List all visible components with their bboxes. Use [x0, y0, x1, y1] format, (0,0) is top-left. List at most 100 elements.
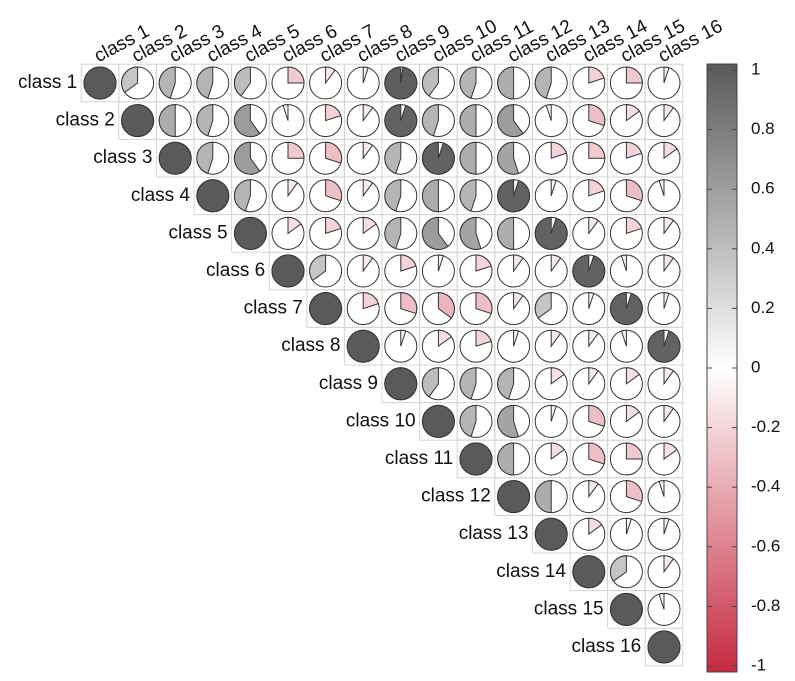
pie-sector	[233, 66, 251, 97]
pie-sector	[497, 141, 520, 175]
pie-sector	[233, 216, 267, 250]
pie-sector	[663, 367, 675, 386]
pie-sector	[384, 216, 402, 250]
pie-sector	[550, 179, 557, 196]
pie-sector	[625, 442, 643, 460]
pie-sector	[346, 329, 380, 363]
pie-sector	[459, 141, 477, 175]
grid-cell	[644, 627, 684, 667]
pie-sector	[421, 66, 439, 97]
colorbar-tick-label: -0.8	[751, 596, 780, 615]
pie-sector	[158, 104, 176, 138]
pie-sector	[550, 404, 557, 422]
pie-sector	[309, 292, 343, 326]
pie-sector	[497, 404, 520, 438]
pie-sector	[513, 254, 524, 273]
row-label: class 4	[131, 185, 191, 206]
pie-sector	[384, 179, 402, 212]
pie-sector	[459, 404, 477, 438]
pie-sector	[625, 216, 643, 235]
pie-sector	[459, 216, 482, 250]
pie-sector	[459, 104, 477, 138]
pie-sector	[325, 216, 342, 235]
pie-sector	[196, 179, 230, 213]
pie-sector	[588, 141, 606, 159]
pie-sector	[362, 66, 369, 84]
pie-sector	[83, 66, 117, 100]
row-label: class 2	[56, 110, 115, 131]
pie-sector	[625, 179, 643, 202]
pie-sector	[609, 592, 643, 626]
pie-sector	[550, 367, 565, 385]
pie-sector	[362, 141, 374, 160]
pie-sector	[421, 141, 455, 175]
pie-sector	[588, 329, 599, 348]
pie-sector	[658, 592, 665, 610]
pie-sector	[287, 66, 305, 84]
pie-sector	[459, 367, 477, 400]
pie-sector	[534, 292, 552, 319]
row-label: class 13	[459, 523, 529, 544]
pie-sector	[362, 254, 374, 273]
pie-sector	[497, 442, 515, 476]
pie-sector	[534, 517, 568, 551]
row-label: class 16	[571, 636, 641, 657]
pie-sector	[475, 292, 493, 315]
colorbar-tick-label: -0.2	[751, 417, 780, 436]
pie-sector	[588, 404, 606, 427]
pie-sector	[459, 179, 477, 212]
pie-sector	[325, 141, 343, 164]
pie-sector	[588, 442, 606, 465]
row-label: class 8	[281, 335, 340, 356]
pie-sector	[475, 254, 492, 272]
pie-sector	[572, 254, 606, 288]
pie-sector	[309, 254, 327, 282]
pie-sector	[421, 367, 439, 398]
pie-sector	[287, 141, 305, 159]
pie-sector	[625, 367, 641, 385]
pie-sector	[196, 66, 214, 99]
pie-sector	[196, 141, 214, 175]
pie-sector	[609, 555, 627, 582]
pie-sector	[121, 66, 139, 94]
pie-sector	[534, 66, 552, 99]
pie-sector	[588, 292, 595, 309]
pie-sector	[437, 292, 455, 319]
pie-sector	[437, 329, 453, 348]
row-label: class 11	[385, 448, 453, 469]
pie-sector	[534, 480, 552, 514]
pie-sector	[625, 517, 632, 535]
pie-sector	[588, 216, 599, 235]
colorbar-tick-label: 1	[751, 59, 760, 78]
pie-sector	[362, 104, 374, 123]
colorbar-tick-label: 0.6	[751, 179, 775, 198]
pie-sector	[362, 292, 380, 310]
pie-sector	[384, 66, 418, 100]
pie-sector	[497, 66, 515, 100]
pie-sector	[663, 104, 675, 123]
pie-sector	[625, 104, 641, 122]
pie-sector	[550, 329, 562, 348]
pie-sector	[282, 104, 289, 121]
pie-sector	[545, 104, 552, 121]
pie-sector	[588, 179, 605, 197]
pie-sector	[196, 104, 214, 137]
row-label: class 5	[168, 222, 227, 243]
colorbar-tick-label: -0.6	[751, 536, 780, 555]
pie-sector	[497, 179, 531, 213]
pie-sector	[663, 517, 670, 535]
pie-sector	[609, 292, 643, 326]
colorbar-tick-label: -1	[751, 655, 766, 674]
pie-sector	[325, 66, 336, 85]
pie-sector	[497, 104, 524, 138]
pie-sector	[663, 292, 670, 309]
pie-sector	[572, 555, 606, 589]
pie-sector	[158, 66, 176, 99]
pie-sector	[625, 404, 641, 423]
row-label: class 14	[496, 561, 566, 582]
row-label: class 15	[534, 598, 604, 619]
pie-sector	[400, 254, 417, 272]
row-label: class 1	[18, 72, 77, 93]
pie-sector	[400, 329, 407, 347]
